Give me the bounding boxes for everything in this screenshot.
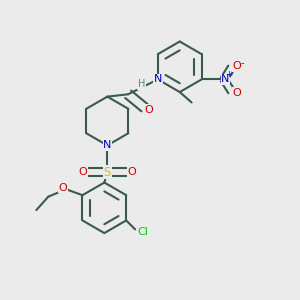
Text: N: N [154, 74, 162, 84]
Text: H: H [138, 80, 145, 89]
Text: O: O [232, 88, 241, 98]
Text: -: - [241, 58, 244, 68]
Text: O: O [145, 105, 153, 115]
Text: N: N [103, 140, 112, 150]
Text: S: S [103, 166, 111, 178]
Text: O: O [128, 167, 136, 177]
Text: O: O [232, 61, 241, 71]
Text: Cl: Cl [137, 227, 148, 237]
Text: N: N [221, 74, 230, 84]
Text: O: O [59, 183, 68, 193]
Text: +: + [226, 70, 233, 80]
Text: O: O [78, 167, 87, 177]
